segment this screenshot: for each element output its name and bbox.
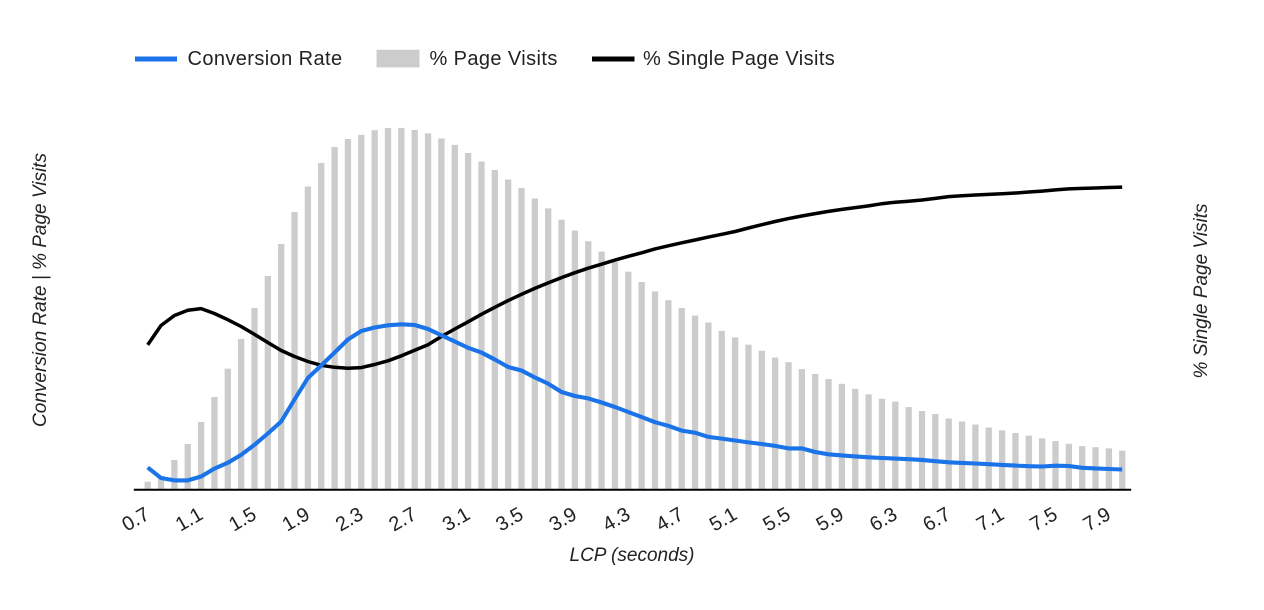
svg-text:% Page Visits: % Page Visits: [430, 48, 558, 70]
svg-text:% Single Page Visits: % Single Page Visits: [1191, 203, 1212, 378]
svg-text:Conversion Rate | % Page Visit: Conversion Rate | % Page Visits: [30, 153, 51, 427]
svg-text:Conversion Rate: Conversion Rate: [188, 48, 343, 70]
svg-text:LCP (seconds): LCP (seconds): [570, 545, 695, 566]
svg-text:% Single Page Visits: % Single Page Visits: [643, 48, 835, 70]
